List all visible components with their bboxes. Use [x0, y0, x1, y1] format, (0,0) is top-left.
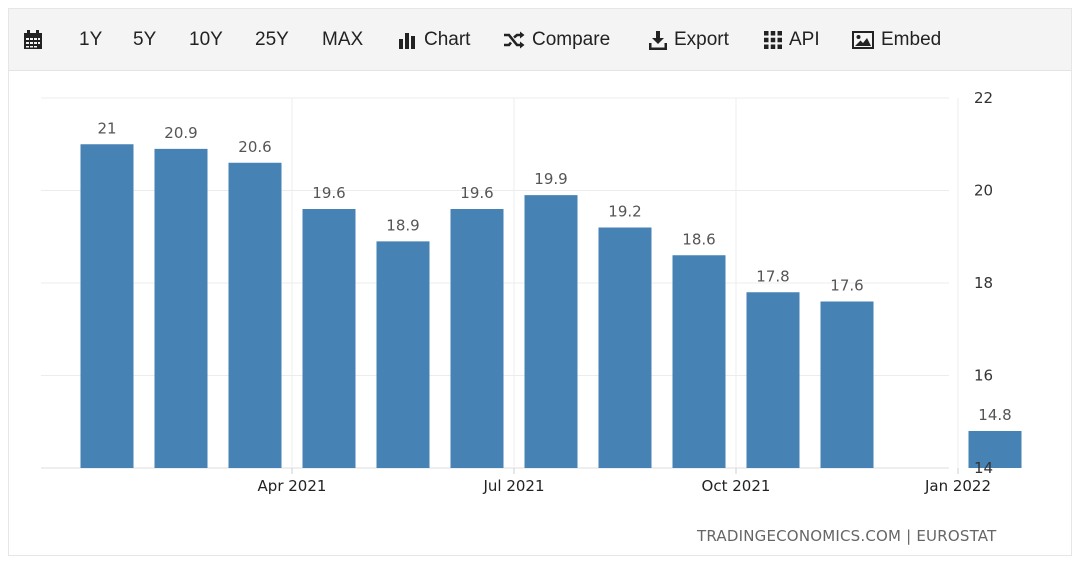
bar[interactable] [524, 195, 578, 468]
y-tick-label: 18 [974, 274, 993, 292]
bar-value-label: 19.2 [608, 203, 641, 221]
bar[interactable] [598, 227, 652, 469]
chart-type-label: Chart [424, 29, 471, 50]
bar[interactable] [302, 209, 356, 468]
calendar-button[interactable] [23, 9, 43, 71]
export-button[interactable]: Export [649, 9, 729, 71]
source-credit: TRADINGECONOMICS.COM | EUROSTAT [697, 527, 997, 545]
image-icon [852, 31, 874, 49]
chart-toolbar: 1Y 5Y 10Y 25Y MAX Chart Compare [9, 9, 1071, 71]
bar-value-label: 18.9 [386, 216, 419, 234]
bar[interactable] [80, 144, 134, 468]
embed-label: Embed [881, 29, 942, 50]
x-tick-label: Apr 2021 [258, 477, 327, 495]
export-label: Export [674, 29, 729, 50]
api-button[interactable]: API [764, 9, 820, 71]
bar[interactable] [672, 255, 726, 468]
y-tick-label: 16 [974, 367, 993, 385]
x-tick-label: Oct 2021 [702, 477, 771, 495]
x-tick-label: Jul 2021 [482, 477, 544, 495]
chart-widget: 1Y 5Y 10Y 25Y MAX Chart Compare [8, 8, 1072, 556]
bar-value-label: 17.6 [830, 277, 863, 295]
bar-value-label: 19.6 [312, 184, 345, 202]
chart-type-button[interactable]: Chart [399, 9, 470, 71]
y-tick-label: 14 [974, 459, 993, 477]
bar[interactable] [450, 209, 504, 468]
bar-value-label: 19.6 [460, 184, 493, 202]
bar[interactable] [746, 292, 800, 468]
embed-button[interactable]: Embed [852, 9, 941, 71]
bar-value-label: 18.6 [682, 230, 715, 248]
bar[interactable] [154, 148, 208, 468]
download-icon [649, 30, 667, 50]
compare-label: Compare [532, 29, 611, 50]
range-1y-button[interactable]: 1Y [79, 29, 103, 50]
y-axis-ticks: 14 16 18 20 22 [974, 89, 993, 477]
bar[interactable] [968, 431, 1022, 468]
api-label: API [789, 29, 820, 50]
range-10y-button[interactable]: 10Y [189, 29, 223, 50]
y-tick-label: 20 [974, 182, 993, 200]
bar-value-label: 17.8 [756, 267, 789, 285]
y-tick-label: 22 [974, 89, 993, 107]
range-5y-button[interactable]: 5Y [133, 29, 157, 50]
bar-value-label: 20.6 [238, 138, 271, 156]
calendar-icon [24, 30, 42, 49]
range-max-button[interactable]: MAX [322, 29, 364, 50]
bar-chart-icon [399, 33, 415, 49]
bar-chart: 21 20.9 20.6 19.6 18.9 19.6 19.9 19.2 18.6 17.8 17… [41, 89, 1022, 495]
bar[interactable] [820, 301, 874, 469]
bar-value-label: 20.9 [164, 124, 197, 142]
bar[interactable] [376, 241, 430, 468]
bar-value-label: 21 [97, 119, 116, 137]
range-25y-button[interactable]: 25Y [255, 29, 289, 50]
bar-value-label: 14.8 [978, 406, 1011, 424]
compare-button[interactable]: Compare [503, 9, 610, 71]
x-tick-label: Jan 2022 [924, 477, 991, 495]
data-labels: 21 20.9 20.6 19.6 18.9 19.6 19.9 19.2 18.6 17.8 17… [97, 119, 1011, 424]
bars [80, 144, 1022, 469]
x-axis-ticks: Apr 2021 Jul 2021 Oct 2021 Jan 2022 [258, 468, 991, 495]
bar-value-label: 19.9 [534, 170, 567, 188]
grid-icon [764, 31, 782, 49]
shuffle-icon [504, 31, 525, 49]
bar[interactable] [228, 162, 282, 468]
